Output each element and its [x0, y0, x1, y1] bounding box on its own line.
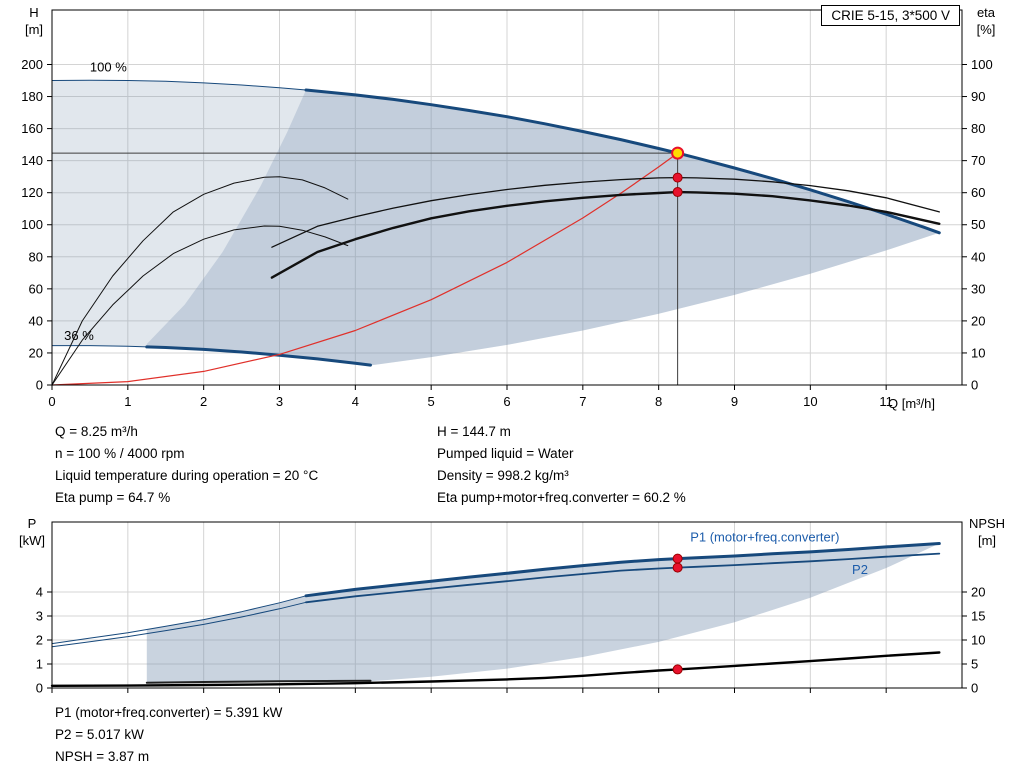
min-speed-power-curve — [145, 679, 372, 684]
speed-label-100: 100 % — [90, 60, 127, 75]
npsh-axis-name: NPSH — [968, 516, 1006, 531]
y-right-tick-label: 0 — [971, 378, 978, 393]
result-p2: P2 = 5.017 kW — [55, 727, 144, 742]
h-axis-unit: [m] — [24, 22, 44, 37]
eta-axis-name: eta — [976, 5, 996, 20]
y-left-tick-label: 120 — [21, 185, 43, 200]
y-left-tick-label: 4 — [36, 585, 43, 600]
h-axis-label: H [m] — [16, 4, 52, 38]
eta-pump-curve — [271, 176, 940, 248]
x-tick-label: 1 — [124, 394, 131, 409]
y-left-tick-label: 160 — [21, 121, 43, 136]
h-axis-name: H — [29, 5, 39, 20]
x-tick-label: 3 — [276, 394, 283, 409]
y-left-tick-label: 3 — [36, 609, 43, 624]
result-speed: n = 100 % / 4000 rpm — [55, 446, 185, 461]
y-left-tick-label: 1 — [36, 657, 43, 672]
y-right-tick-label: 10 — [971, 632, 985, 647]
y-right-tick-label: 100 — [971, 57, 993, 72]
x-tick-label: 4 — [352, 394, 359, 409]
result-flow: Q = 8.25 m³/h — [55, 424, 138, 439]
x-tick-label: 0 — [48, 394, 55, 409]
pump-title-box: CRIE 5-15, 3*500 V — [821, 5, 960, 26]
y-left-tick-label: 20 — [29, 345, 43, 360]
npsh-axis-label: NPSH [m] — [958, 515, 1016, 549]
y-right-tick-label: 20 — [971, 584, 985, 599]
y-right-tick-label: 0 — [971, 681, 978, 696]
x-tick-label: 8 — [655, 394, 662, 409]
x-tick-label: 10 — [803, 394, 817, 409]
power-envelope — [146, 543, 940, 683]
p2-curve — [305, 552, 941, 604]
npsh-curve — [50, 651, 941, 687]
speed-100-curve-thin — [51, 79, 307, 91]
y-left-tick-label: 140 — [21, 153, 43, 168]
p-axis-name: P — [27, 516, 37, 531]
x-tick-label: 2 — [200, 394, 207, 409]
y-right-tick-label: 30 — [971, 281, 985, 296]
y-right-tick-label: 10 — [971, 345, 985, 360]
speed-36-curve — [145, 345, 372, 367]
y-right-tick-label: 50 — [971, 217, 985, 232]
eta-axis-label: eta [%] — [964, 4, 1008, 38]
y-left-tick-label: 40 — [29, 313, 43, 328]
y-right-tick-label: 90 — [971, 89, 985, 104]
p-axis-unit: [kW] — [19, 533, 45, 548]
eta-total-curve — [270, 190, 941, 279]
y-right-tick-label: 40 — [971, 249, 985, 264]
duty-envelope — [146, 90, 940, 366]
x-tick-label: 11 — [879, 394, 893, 409]
result-eta-pump: Eta pump = 64.7 % — [55, 490, 171, 505]
y-left-tick-label: 180 — [21, 89, 43, 104]
speed-label-36: 36 % — [64, 328, 94, 343]
result-liquid: Pumped liquid = Water — [437, 446, 574, 461]
y-left-tick-label: 80 — [29, 249, 43, 264]
result-density: Density = 998.2 kg/m³ — [437, 468, 569, 483]
p1-curve — [304, 542, 941, 598]
operating-envelope — [52, 80, 940, 366]
speed-100-curve — [304, 88, 941, 235]
npsh-point — [672, 664, 683, 675]
y-left-tick-label: 0 — [36, 378, 43, 393]
y-right-tick-label: 5 — [971, 656, 978, 671]
p-axis-label: P [kW] — [12, 515, 52, 549]
x-tick-label: 7 — [579, 394, 586, 409]
result-head: H = 144.7 m — [437, 424, 511, 439]
result-npsh: NPSH = 3.87 m — [55, 749, 150, 764]
result-p1: P1 (motor+freq.converter) = 5.391 kW — [55, 705, 283, 720]
p1-point — [672, 553, 683, 564]
x-tick-label: 9 — [731, 394, 738, 409]
eta-total-point — [672, 187, 683, 198]
y-left-tick-label: 0 — [36, 681, 43, 696]
x-tick-label: 6 — [503, 394, 510, 409]
duty-point[interactable] — [671, 146, 685, 160]
p2-curve-thin — [51, 601, 307, 648]
y-left-tick-label: 100 — [21, 217, 43, 232]
y-left-tick-label: 200 — [21, 57, 43, 72]
eta-axis-unit: [%] — [976, 22, 996, 37]
y-right-tick-label: 20 — [971, 313, 985, 328]
system-curve — [51, 152, 679, 386]
p1-curve-label: P1 (motor+freq.converter) — [690, 530, 839, 545]
q-axis-label: Q [m³/h] — [888, 396, 935, 411]
result-eta-total: Eta pump+motor+freq.converter = 60.2 % — [437, 490, 686, 505]
y-right-tick-label: 15 — [971, 608, 985, 623]
npsh-axis-unit: [m] — [977, 533, 997, 548]
p2-point — [672, 562, 683, 573]
p1-curve-thin — [51, 595, 307, 645]
y-right-tick-label: 70 — [971, 153, 985, 168]
result-temp: Liquid temperature during operation = 20… — [55, 468, 319, 483]
x-tick-label: 5 — [428, 394, 435, 409]
y-left-tick-label: 60 — [29, 281, 43, 296]
p2-curve-label: P2 — [852, 562, 868, 577]
y-right-tick-label: 60 — [971, 185, 985, 200]
y-right-tick-label: 80 — [971, 121, 985, 136]
eta-pump-reduced-curve — [51, 176, 349, 386]
y-left-tick-label: 2 — [36, 633, 43, 648]
eta-pump-point — [672, 172, 683, 183]
